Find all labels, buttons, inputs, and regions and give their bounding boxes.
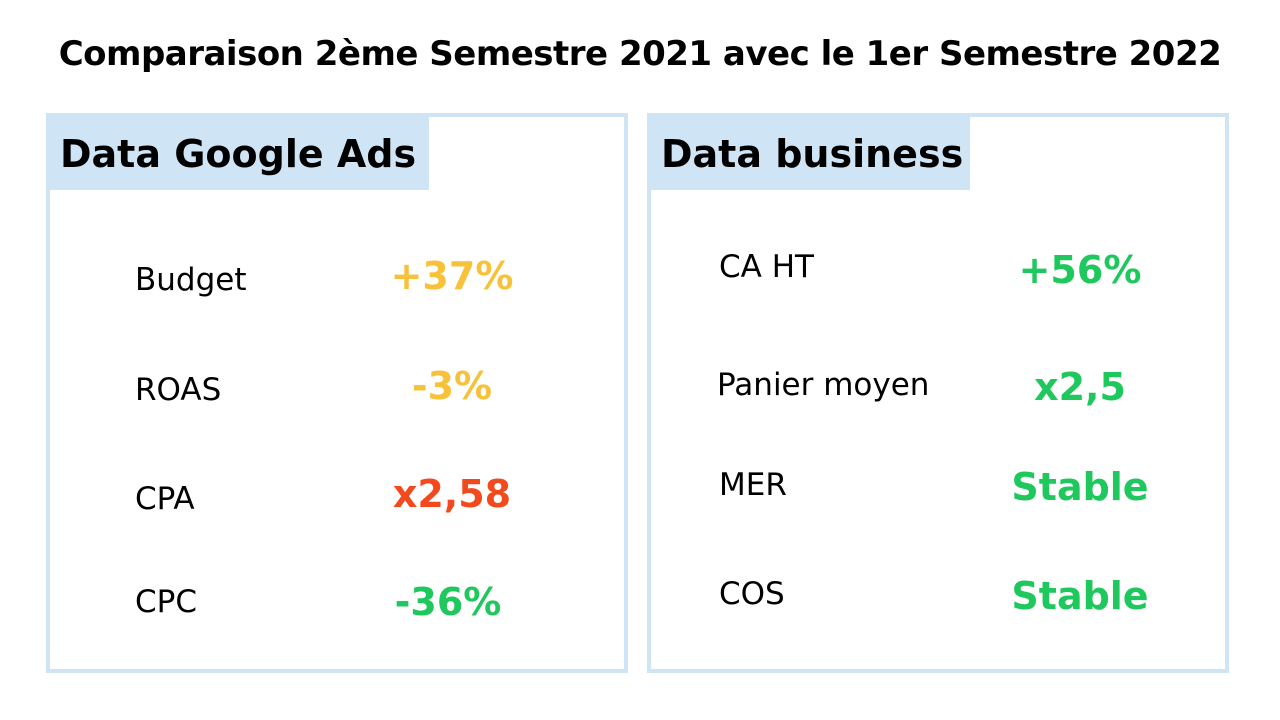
- mer-value: Stable: [1011, 465, 1149, 509]
- ca-ht-label: CA HT: [719, 249, 814, 285]
- mer-label: MER: [719, 467, 787, 503]
- cpa-value: x2,58: [392, 472, 512, 516]
- roas-value: -3%: [411, 364, 493, 408]
- budget-label: Budget: [135, 262, 247, 298]
- google-ads-panel: Data Google Ads Budget +37% ROAS -3% CPA…: [46, 113, 628, 673]
- cpc-label: CPC: [135, 584, 197, 620]
- business-panel: Data business CA HT +56% Panier moyen x2…: [647, 113, 1229, 673]
- cos-value: Stable: [1011, 574, 1149, 618]
- cos-label: COS: [719, 576, 785, 612]
- panier-moyen-value: x2,5: [1034, 365, 1126, 409]
- ca-ht-value: +56%: [1018, 248, 1142, 292]
- cpa-label: CPA: [135, 481, 195, 517]
- page-title: Comparaison 2ème Semestre 2021 avec le 1…: [58, 34, 1222, 74]
- panier-moyen-label: Panier moyen: [717, 367, 930, 403]
- budget-value: +37%: [390, 254, 514, 298]
- google-ads-header: Data Google Ads: [50, 117, 429, 190]
- business-header: Data business: [651, 117, 970, 190]
- roas-label: ROAS: [135, 372, 222, 408]
- cpc-value: -36%: [394, 580, 502, 624]
